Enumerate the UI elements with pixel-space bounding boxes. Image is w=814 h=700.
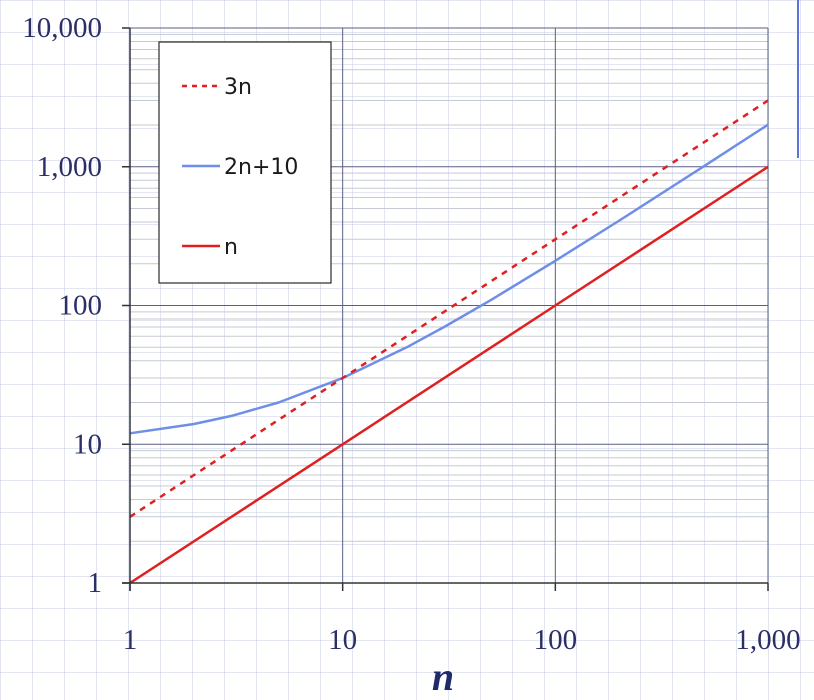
series-line-2n-10 (129, 123, 769, 435)
y-tick-label: 1 (88, 567, 103, 599)
axis-lines (122, 27, 769, 591)
legend-box (158, 41, 332, 284)
legend-label: 3n (224, 75, 252, 100)
x-tick-label: 10 (328, 624, 357, 656)
legend-label: 2n+10 (224, 155, 298, 180)
y-tick-label: 10 (73, 428, 102, 460)
x-axis-title: n (432, 654, 454, 699)
minor-grid (130, 33, 768, 542)
y-tick-label: 1,000 (37, 151, 102, 183)
y-tick-label: 10,000 (22, 12, 102, 44)
series-line-3n (129, 99, 769, 518)
legend: 3n 2n+10 n (158, 41, 332, 284)
y-tick-label: 100 (59, 290, 103, 322)
x-tick-label: 1 (123, 624, 138, 656)
series-line-n (129, 165, 769, 585)
x-tick-label: 100 (534, 624, 578, 656)
y-tick-labels: 1 10 100 1,000 10,000 (22, 12, 102, 599)
x-tick-label: 1,000 (735, 624, 800, 656)
series-layer (129, 99, 769, 585)
decorative-vertical-line (797, 0, 799, 158)
x-tick-labels: 1 10 100 1,000 (123, 624, 801, 656)
legend-label: n (224, 235, 238, 260)
